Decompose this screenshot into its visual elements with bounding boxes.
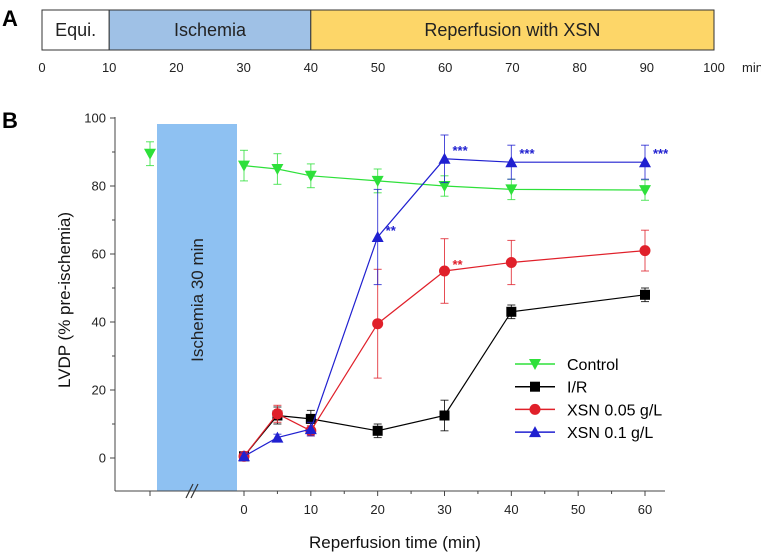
legend-label-control: Control [567, 357, 619, 374]
point-xsn-0-1-g-l-10 [304, 423, 317, 435]
timeline-tick-10: 10 [102, 60, 116, 75]
ischemia-block [157, 124, 237, 491]
timeline-tick-100: 100 [703, 60, 725, 75]
significance-2: *** [519, 146, 535, 161]
panel-a-letter: A [2, 6, 18, 31]
x-tick-label-40: 40 [504, 502, 518, 517]
phase-block-0 [41, 9, 110, 51]
timeline-tick-40: 40 [304, 60, 318, 75]
y-ticks: 0 20 40 60 80 100 [84, 111, 115, 466]
point-control-30 [438, 181, 451, 192]
series-xsn-0-1-g-l [238, 134, 651, 462]
legend-marker-xsn-0-1-g-l [529, 426, 541, 438]
legend-marker-xsn-0-05-g-l [529, 403, 541, 415]
point-xsn-0-05-g-l-5 [271, 408, 283, 420]
y-tick-label-60: 60 [92, 247, 106, 262]
y-tick-label-80: 80 [92, 179, 106, 194]
point-control-baseline [144, 148, 156, 160]
significance-3: *** [653, 146, 669, 161]
point-i-r-20 [372, 425, 383, 436]
point-i-r-30 [439, 410, 450, 421]
significance-4: ** [453, 257, 464, 272]
point-xsn-0-1-g-l-30 [438, 152, 451, 164]
break-stroke-2 [190, 483, 199, 499]
series-layer [144, 134, 651, 462]
point-control-10 [304, 170, 317, 182]
axis-break-mark [185, 483, 199, 499]
x-tick-label-0: 0 [240, 502, 247, 517]
timeline-unit: min [742, 60, 761, 75]
significance-1: *** [453, 143, 469, 158]
timeline-tick-70: 70 [505, 60, 519, 75]
x-tick-label-20: 20 [370, 502, 384, 517]
panel-b-letter: B [2, 108, 18, 133]
timeline-tick-60: 60 [438, 60, 452, 75]
x-tick-label-60: 60 [638, 502, 652, 517]
legend-label-xsn-0-05-g-l: XSN 0.05 g/L [567, 402, 662, 419]
point-xsn-0-05-g-l-40 [505, 257, 517, 268]
point-xsn-0-05-g-l-60 [639, 245, 651, 257]
x-axis-title: Reperfusion time (min) [309, 533, 481, 552]
timeline-panel: Equi. Ischemia Reperfusion with XSN 0 10 20 30… [38, 9, 761, 75]
lvdp-chart: Ischemia 30 min 0 20 40 60 80 100 0 10 20 30 40 50… [55, 111, 669, 553]
x-tick-label-30: 30 [437, 502, 451, 517]
y-axis-title: LVDP (% pre-ischemia) [55, 212, 74, 388]
y-tick-label-20: 20 [92, 383, 106, 398]
phase-label-0: Equi. [55, 20, 96, 40]
point-xsn-0-1-g-l-5 [271, 431, 284, 443]
legend-marker-control [529, 359, 541, 370]
point-xsn-0-1-g-l-0 [238, 450, 250, 462]
phase-block-1 [108, 9, 312, 51]
point-xsn-0-1-g-l-20 [371, 231, 384, 242]
point-xsn-0-05-g-l-30 [439, 265, 450, 277]
point-control-20 [371, 175, 384, 187]
series-control [144, 141, 651, 201]
point-i-r-60 [640, 289, 650, 300]
point-xsn-0-1-g-l-60 [639, 156, 651, 168]
legend-marker-i-r [530, 381, 540, 392]
phase-label-2: Reperfusion with XSN [424, 20, 600, 40]
y-tick-label-0: 0 [99, 451, 106, 466]
timeline-tick-50: 50 [371, 60, 385, 75]
point-i-r-40 [506, 306, 517, 317]
y-tick-label-100: 100 [84, 111, 106, 126]
x-tick-label-50: 50 [571, 502, 585, 517]
timeline-tick-80: 80 [572, 60, 586, 75]
y-tick-label-40: 40 [92, 315, 106, 330]
timeline-tick-20: 20 [169, 60, 183, 75]
legend: Control I/R XSN 0.05 g/L XSN 0.1 g/L [515, 357, 662, 442]
timeline-tick-0: 0 [38, 60, 45, 75]
legend-label-xsn-0-1-g-l: XSN 0.1 g/L [567, 425, 653, 442]
point-i-r-10 [305, 413, 316, 424]
point-control-40 [505, 184, 518, 196]
point-control-5 [271, 164, 284, 175]
point-control-60 [639, 185, 651, 197]
timeline-tick-30: 30 [236, 60, 250, 75]
timeline-tick-90: 90 [640, 60, 654, 75]
phase-label-1: Ischemia [174, 20, 247, 40]
significance-annotations: ***** *** ***** [386, 143, 669, 272]
break-stroke-1 [185, 483, 194, 499]
ischemia-label: Ischemia 30 min [188, 238, 207, 362]
phase-block-2 [310, 9, 715, 51]
point-control-0 [238, 160, 250, 172]
point-xsn-0-1-g-l-40 [505, 156, 518, 168]
x-tick-label-10: 10 [304, 502, 318, 517]
x-ticks: 0 10 20 30 40 50 60 [149, 491, 652, 517]
point-xsn-0-05-g-l-20 [372, 318, 384, 330]
significance-0: ** [386, 223, 397, 238]
legend-label-i-r: I/R [567, 380, 587, 397]
